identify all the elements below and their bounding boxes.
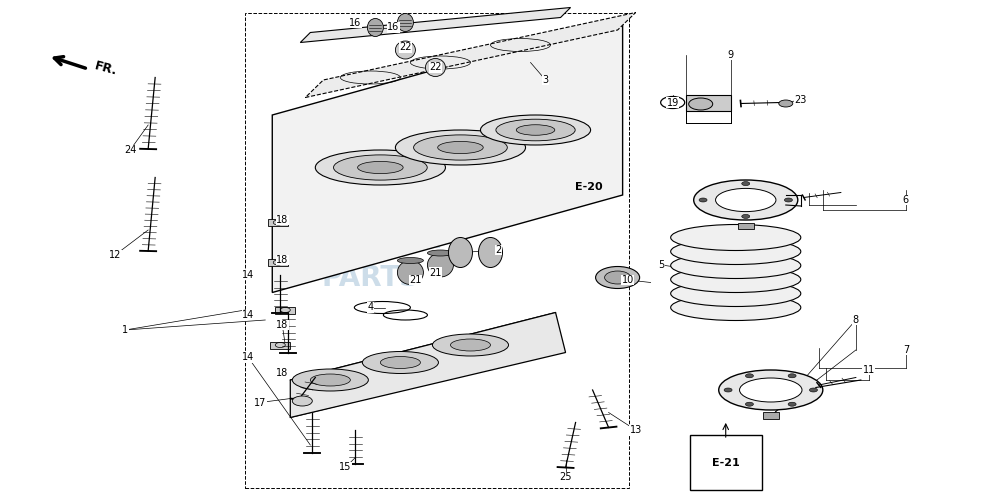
Ellipse shape xyxy=(671,252,801,278)
Text: 2: 2 xyxy=(495,245,502,255)
Polygon shape xyxy=(272,18,623,292)
Ellipse shape xyxy=(719,370,823,410)
Circle shape xyxy=(779,100,793,107)
Text: 10: 10 xyxy=(622,275,634,285)
Text: 5: 5 xyxy=(659,260,665,270)
Ellipse shape xyxy=(427,253,453,277)
Text: 25: 25 xyxy=(560,472,572,482)
Ellipse shape xyxy=(740,378,802,402)
Ellipse shape xyxy=(432,334,509,356)
Ellipse shape xyxy=(292,369,368,391)
Text: 18: 18 xyxy=(276,368,288,378)
Text: 15: 15 xyxy=(339,462,351,472)
Ellipse shape xyxy=(395,130,526,165)
Text: 14: 14 xyxy=(242,270,254,280)
Polygon shape xyxy=(305,12,636,98)
Ellipse shape xyxy=(397,14,413,32)
Text: 22: 22 xyxy=(429,62,441,72)
Ellipse shape xyxy=(671,238,801,264)
Bar xyxy=(268,219,288,226)
Circle shape xyxy=(742,214,750,218)
Bar xyxy=(268,259,288,266)
Ellipse shape xyxy=(605,271,631,284)
Ellipse shape xyxy=(694,180,798,220)
Text: 7: 7 xyxy=(903,345,909,355)
Ellipse shape xyxy=(367,18,383,36)
Ellipse shape xyxy=(362,352,438,374)
Polygon shape xyxy=(300,8,571,42)
Text: 17: 17 xyxy=(254,398,266,407)
Ellipse shape xyxy=(395,41,415,59)
Circle shape xyxy=(742,182,750,186)
Ellipse shape xyxy=(437,142,483,154)
Text: 24: 24 xyxy=(124,145,136,155)
Text: 18: 18 xyxy=(276,320,288,330)
Ellipse shape xyxy=(450,339,490,351)
Circle shape xyxy=(746,374,754,378)
Bar xyxy=(270,342,290,348)
Circle shape xyxy=(292,396,312,406)
Ellipse shape xyxy=(333,155,427,180)
Text: 18: 18 xyxy=(276,255,288,265)
Ellipse shape xyxy=(671,280,801,306)
Text: 13: 13 xyxy=(630,425,642,435)
Bar xyxy=(275,306,295,314)
Text: 19: 19 xyxy=(667,98,679,108)
Ellipse shape xyxy=(310,374,350,386)
Bar xyxy=(763,412,779,419)
Circle shape xyxy=(788,374,796,378)
Text: 1: 1 xyxy=(122,325,128,335)
Text: 14: 14 xyxy=(242,352,254,362)
Text: 23: 23 xyxy=(795,95,807,105)
Text: 18: 18 xyxy=(276,215,288,225)
Circle shape xyxy=(785,198,793,202)
Ellipse shape xyxy=(517,124,555,135)
Text: 16: 16 xyxy=(387,22,399,32)
Text: 21: 21 xyxy=(409,275,421,285)
Ellipse shape xyxy=(596,266,640,288)
Text: 11: 11 xyxy=(863,365,875,375)
Ellipse shape xyxy=(671,294,801,320)
Text: 3: 3 xyxy=(543,75,549,85)
Ellipse shape xyxy=(425,58,445,76)
Text: 12: 12 xyxy=(109,250,121,260)
Circle shape xyxy=(788,402,796,406)
Text: 4: 4 xyxy=(367,302,373,312)
Text: 16: 16 xyxy=(349,18,361,28)
Ellipse shape xyxy=(397,260,423,284)
Ellipse shape xyxy=(495,119,576,141)
Text: 14: 14 xyxy=(242,310,254,320)
Text: E-20: E-20 xyxy=(575,182,603,192)
Ellipse shape xyxy=(689,98,713,110)
Text: PARTS: PARTS xyxy=(321,264,419,291)
Ellipse shape xyxy=(397,258,423,264)
Text: CMSNL: CMSNL xyxy=(299,220,441,254)
Ellipse shape xyxy=(716,188,776,212)
Text: 9: 9 xyxy=(728,50,734,60)
Ellipse shape xyxy=(478,238,503,268)
Bar xyxy=(686,95,731,111)
Ellipse shape xyxy=(448,238,472,268)
Text: FR.: FR. xyxy=(93,60,119,78)
Text: 8: 8 xyxy=(853,315,859,325)
Ellipse shape xyxy=(413,135,508,160)
Polygon shape xyxy=(290,312,566,418)
Text: 22: 22 xyxy=(399,42,411,52)
Circle shape xyxy=(746,402,754,406)
Ellipse shape xyxy=(357,162,403,173)
Ellipse shape xyxy=(480,115,591,145)
Ellipse shape xyxy=(671,224,801,250)
Circle shape xyxy=(699,198,707,202)
Text: 6: 6 xyxy=(903,195,909,205)
Circle shape xyxy=(810,388,818,392)
Text: 21: 21 xyxy=(429,268,441,278)
Circle shape xyxy=(724,388,732,392)
Ellipse shape xyxy=(315,150,445,185)
Ellipse shape xyxy=(671,266,801,292)
Bar xyxy=(738,222,754,229)
Ellipse shape xyxy=(427,250,453,256)
Ellipse shape xyxy=(380,356,420,368)
Text: E-21: E-21 xyxy=(712,458,740,468)
